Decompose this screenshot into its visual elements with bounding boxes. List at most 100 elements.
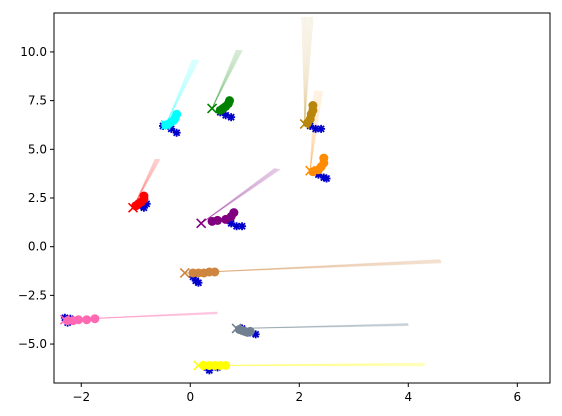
trajectory-point [213, 215, 223, 225]
faint-trajectory-line [236, 323, 409, 329]
faint-trajectory-line [198, 365, 425, 367]
faint-trajectory-line [211, 49, 237, 109]
trajectory-point [308, 101, 318, 110]
faint-trajectory-line [200, 168, 279, 224]
y-tick-label: 7.5 [28, 94, 47, 108]
faint-trajectory-line [304, 16, 310, 125]
y-tick-label: −2.5 [18, 288, 47, 302]
faint-trajectory-line [165, 59, 194, 126]
faint-trajectory-line [304, 16, 306, 125]
blue-star-marker [172, 128, 181, 137]
x-axis-ticks: −2 0 2 4 6 [72, 383, 521, 404]
y-tick-label: 5.0 [28, 142, 47, 156]
faint-trajectory-line [301, 16, 306, 125]
faint-trajectory-line [236, 324, 409, 329]
faint-trajectory-line [198, 363, 425, 366]
faint-trajectory-line [184, 261, 442, 274]
faint-trajectory-line [165, 59, 198, 126]
faint-trajectory-line [198, 363, 425, 366]
faint-trajectory-line [184, 261, 442, 274]
faint-trajectory-line [236, 324, 409, 329]
faint-trajectory-line [165, 59, 200, 126]
start-x-marker [207, 103, 218, 114]
faint-trajectory-line [304, 16, 309, 125]
points-layer [59, 96, 331, 375]
trajectory-point [90, 314, 100, 324]
trajectory-point [319, 153, 329, 163]
faint-trajectory-line [302, 16, 306, 125]
trajectory-point [210, 267, 220, 277]
faint-trajectory-line [211, 49, 241, 109]
faint-trajectory-line [198, 362, 425, 366]
faint-trajectory-line [211, 49, 240, 109]
faint-trajectory-line [198, 363, 425, 366]
faint-trajectory-line [236, 323, 409, 329]
faint-trajectory-line [236, 325, 409, 329]
faint-trajectory-line [184, 259, 441, 274]
faint-trajectory-line [132, 158, 157, 208]
faint-trajectory-line [200, 167, 275, 224]
plot-area [54, 13, 550, 383]
faint-trajectory-line [132, 158, 156, 208]
faint-trajectory-line [236, 325, 409, 329]
faint-trajectory-line [236, 324, 409, 329]
faint-trajectory-line [211, 49, 238, 109]
trajectory-point [221, 360, 231, 370]
faint-trajectory-line [184, 260, 441, 274]
x-tick-label: 6 [513, 390, 521, 404]
faint-trajectory-line [236, 323, 409, 329]
faint-trajectory-line [184, 261, 442, 274]
faint-trajectory-line [165, 59, 195, 126]
faint-trajectory-line [198, 364, 425, 366]
faint-trajectory-line [304, 16, 311, 125]
trajectory-point [229, 208, 239, 218]
trajectory-point [225, 96, 235, 106]
x-tick-label: −2 [72, 390, 90, 404]
trajectory-point [172, 109, 182, 119]
blue-star-marker [317, 124, 326, 133]
faint-trajectory-line [165, 59, 198, 126]
y-tick-label: 0.0 [28, 240, 47, 254]
faint-trajectory-line [236, 324, 409, 329]
start-x-marker [179, 267, 190, 279]
faint-trajectory-line [304, 16, 308, 125]
x-tick-label: 2 [295, 390, 303, 404]
faint-trajectory-line [184, 262, 442, 274]
faint-trajectory-line [211, 49, 243, 109]
faint-trajectory-line [211, 49, 241, 109]
y-tick-label: 10.0 [20, 45, 47, 59]
faint-trajectory-line [200, 168, 277, 224]
faint-trajectory-line [200, 168, 280, 224]
faint-trajectory-line [200, 168, 277, 224]
faint-trajectory-line [165, 59, 195, 126]
y-axis-ticks: −5.0 −2.5 0.0 2.5 5.0 7.5 10.0 [18, 45, 54, 351]
faint-trajectory-line [211, 49, 239, 109]
start-x-marker [196, 218, 207, 229]
faint-trajectory-line [165, 59, 193, 126]
x-tick-label: 0 [186, 390, 194, 404]
faint-trajectory-line [211, 49, 242, 109]
faint-trajectory-line [184, 259, 441, 274]
faint-trajectory-line [132, 158, 156, 208]
y-tick-label: 2.5 [28, 191, 47, 205]
trajectory-point [139, 191, 149, 201]
trajectory-point [245, 326, 255, 336]
faint-trajectory-line [200, 168, 280, 224]
faint-trajectory-line [200, 168, 279, 224]
faint-trajectory-line [184, 260, 441, 274]
faint-trajectory-line [198, 362, 425, 366]
blue-star-marker [238, 222, 247, 231]
blue-star-marker [227, 113, 236, 122]
faint-trajectory-line [165, 59, 197, 126]
trajectory-point [82, 315, 92, 325]
faint-trajectory-line [200, 168, 276, 224]
faint-trajectory-line [165, 59, 199, 126]
faint-trajectory-line [236, 323, 409, 329]
faint-trajectory-line [165, 59, 196, 126]
blue-star-marker [322, 174, 331, 183]
faint-trajectory-line [211, 49, 238, 109]
faint-trajectory-line [200, 168, 278, 224]
faint-trajectory-line [304, 16, 313, 125]
trajectory-point [74, 315, 84, 325]
